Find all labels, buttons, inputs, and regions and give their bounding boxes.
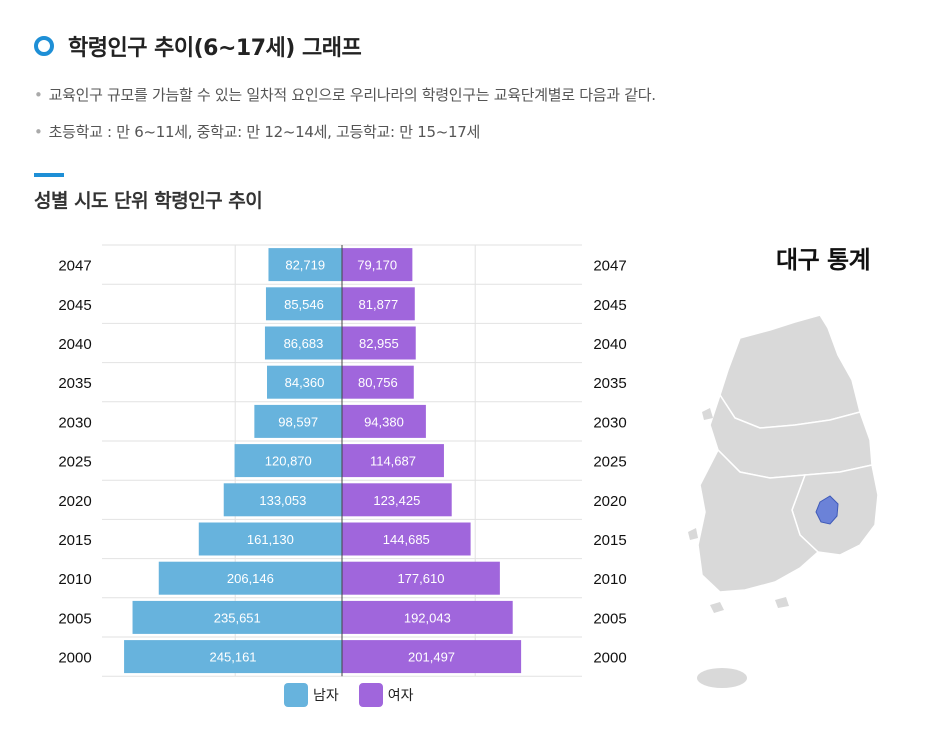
data-label-female-2035: 80,756 [358, 375, 398, 390]
bar-female-2030[interactable] [342, 404, 426, 438]
year-label-right-2035: 2035 [593, 375, 626, 392]
bar-female-2040[interactable] [342, 326, 416, 360]
data-label-male-2005: 235,651 [214, 610, 261, 625]
bar-female-2020[interactable] [342, 483, 452, 517]
year-label-left-2047: 2047 [58, 258, 91, 275]
legend-label-female: 여자 [387, 688, 414, 704]
data-label-male-2035: 84,360 [285, 375, 325, 390]
bullet-icon: • [34, 123, 43, 141]
data-label-male-2030: 98,597 [278, 414, 318, 429]
bar-male-2040[interactable] [264, 326, 342, 360]
map-region-north[interactable] [719, 314, 861, 429]
year-label-right-2000: 2000 [593, 650, 626, 667]
map-island-south [775, 597, 789, 608]
bar-male-2000[interactable] [124, 640, 343, 674]
bar-male-2015[interactable] [198, 522, 342, 556]
page-title: 학령인구 추이(6~17세) 그래프 [68, 36, 362, 61]
data-label-female-2025: 114,687 [370, 454, 416, 469]
legend-item-male[interactable]: 남자 [284, 683, 339, 707]
data-label-female-2047: 79,170 [357, 258, 397, 273]
map-jeju[interactable] [697, 668, 747, 688]
legend-item-female[interactable]: 여자 [358, 683, 414, 707]
year-label-left-2020: 2020 [58, 493, 91, 510]
bar-male-2025[interactable] [234, 444, 342, 478]
data-label-female-2030: 94,380 [364, 414, 404, 429]
section-header: 학령인구 추이(6~17세) 그래프 [34, 30, 362, 62]
data-label-male-2010: 206,146 [227, 571, 274, 586]
data-label-male-2045: 85,546 [284, 297, 324, 312]
year-label-left-2000: 2000 [58, 650, 91, 667]
bar-female-2010[interactable] [342, 561, 500, 595]
year-label-right-2040: 2040 [593, 336, 626, 353]
chart-legend: 남자 여자 [284, 683, 434, 707]
data-label-female-2020: 123,425 [373, 493, 420, 508]
accent-bar [34, 173, 64, 177]
year-label-right-2045: 2045 [593, 297, 626, 314]
bar-male-2045[interactable] [265, 287, 342, 321]
year-label-left-2045: 2045 [58, 297, 91, 314]
year-label-left-2010: 2010 [58, 571, 91, 588]
bar-male-2047[interactable] [268, 248, 342, 282]
year-label-left-2005: 2005 [58, 610, 91, 627]
description-text-2: 초등학교 : 만 6~11세, 중학교: 만 12~14세, 고등학교: 만 1… [48, 123, 481, 141]
bar-female-2015[interactable] [342, 522, 471, 556]
map-island-sw [710, 602, 724, 613]
map-region-southwest[interactable] [697, 448, 820, 593]
data-label-male-2000: 245,161 [210, 650, 257, 665]
bar-female-2000[interactable] [342, 640, 522, 674]
bar-female-2045[interactable] [342, 287, 415, 321]
year-label-left-2040: 2040 [58, 336, 91, 353]
data-label-female-2005: 192,043 [404, 610, 451, 625]
bar-female-2025[interactable] [342, 444, 444, 478]
data-label-female-2045: 81,877 [359, 297, 399, 312]
data-label-male-2015: 161,130 [247, 532, 294, 547]
data-label-male-2025: 120,870 [265, 454, 312, 469]
bar-male-2035[interactable] [267, 365, 342, 399]
data-label-female-2040: 82,955 [359, 336, 399, 351]
data-label-male-2047: 82,719 [285, 258, 325, 273]
year-label-right-2030: 2030 [593, 414, 626, 431]
year-label-right-2047: 2047 [593, 258, 626, 275]
legend-label-male: 남자 [313, 688, 339, 704]
description-line-2: • 초등학교 : 만 6~11세, 중학교: 만 12~14세, 고등학교: 만 … [34, 121, 480, 142]
year-label-left-2030: 2030 [58, 414, 91, 431]
year-label-left-2025: 2025 [58, 454, 91, 471]
chart-section-title: 성별 시도 단위 학령인구 추이 [34, 190, 263, 212]
data-label-female-2010: 177,610 [397, 571, 444, 586]
map-region-daegu[interactable] [815, 495, 839, 525]
bar-female-2035[interactable] [342, 365, 414, 399]
year-label-left-2015: 2015 [58, 532, 91, 549]
legend-swatch-female [358, 683, 383, 707]
data-label-male-2040: 86,683 [284, 336, 324, 351]
year-label-right-2020: 2020 [593, 493, 626, 510]
legend-swatch-male [284, 683, 308, 707]
year-label-right-2015: 2015 [593, 532, 626, 549]
bar-male-2020[interactable] [223, 483, 342, 517]
data-label-male-2020: 133,053 [259, 493, 306, 508]
data-label-female-2000: 201,497 [408, 650, 455, 665]
population-pyramid-chart: 82,719 79,170 2047 2047 85,546 81,877 2045 2045… [58, 244, 627, 677]
bar-female-2005[interactable] [342, 600, 513, 634]
bullet-icon: • [34, 86, 43, 104]
year-label-left-2035: 2035 [58, 375, 91, 392]
year-label-right-2025: 2025 [593, 454, 626, 471]
bar-male-2005[interactable] [132, 600, 342, 634]
korea-map[interactable] [680, 300, 900, 700]
bar-male-2030[interactable] [254, 404, 342, 438]
map-island-west-1 [702, 408, 713, 420]
data-label-female-2015: 144,685 [383, 532, 430, 547]
description-text-1: 교육인구 규모를 가늠할 수 있는 일차적 요인으로 우리나라의 학령인구는 교… [48, 86, 656, 104]
year-label-right-2010: 2010 [593, 571, 626, 588]
map-title: 대구 통계 [776, 246, 871, 274]
map-island-west-2 [688, 528, 698, 540]
bar-male-2010[interactable] [158, 561, 342, 595]
year-label-right-2005: 2005 [593, 610, 626, 627]
bar-female-2047[interactable] [342, 248, 413, 282]
description-line-1: • 교육인구 규모를 가늠할 수 있는 일차적 요인으로 우리나라의 학령인구는 … [34, 84, 656, 105]
circle-bullet-icon [34, 36, 54, 56]
